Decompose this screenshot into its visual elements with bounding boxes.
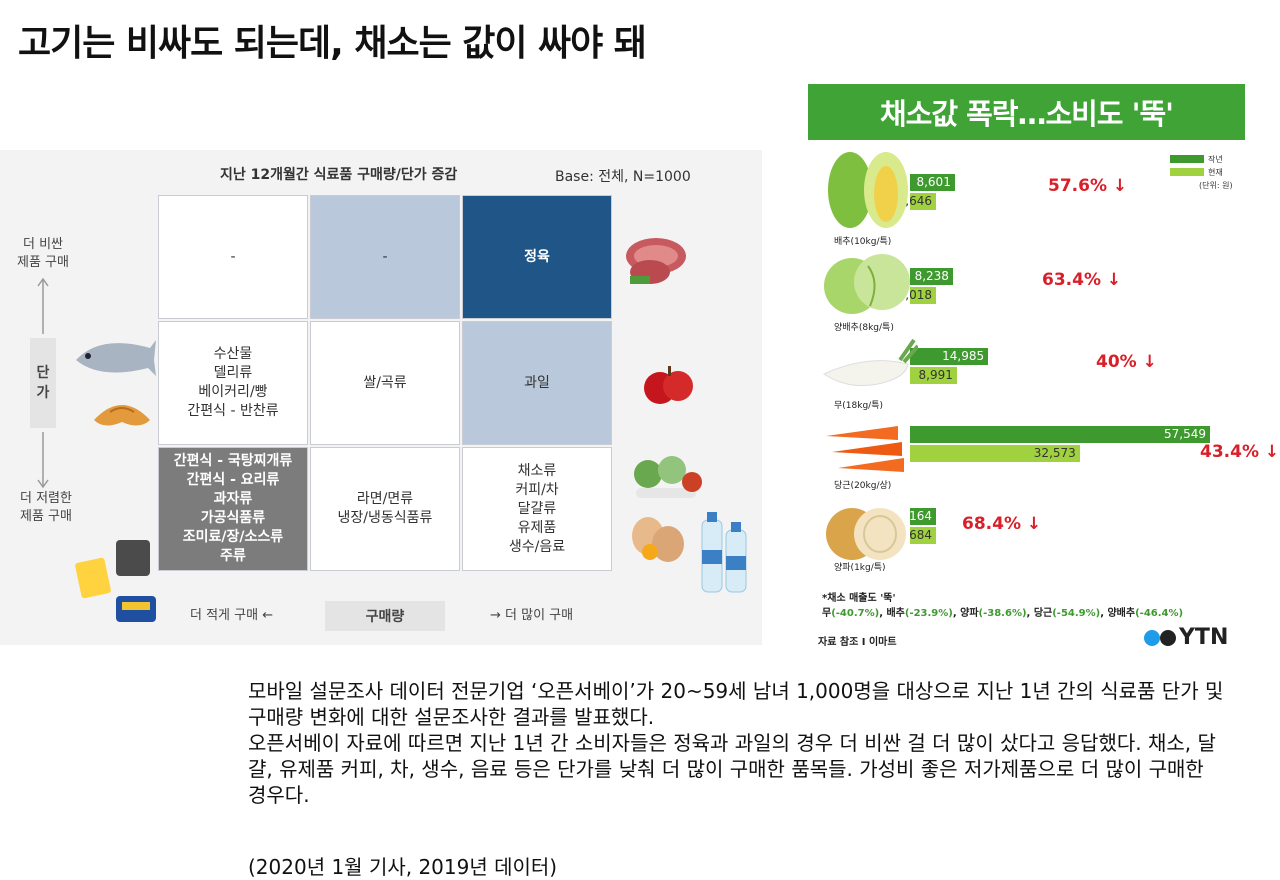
- y-axis-top-label: 더 비싼 제품 구매: [17, 237, 69, 270]
- radish-illustration: [822, 338, 918, 387]
- matrix-base-note: Base: 전체, N=1000: [555, 169, 691, 185]
- matrix-title: 지난 12개월간 식료품 구매량/단가 증감: [220, 167, 458, 183]
- sales-detail-name: 양배추: [1107, 608, 1136, 619]
- cabbage-illustration: [828, 152, 908, 228]
- meat-illustration: [626, 238, 686, 284]
- x-axis-right-label: → 더 많이 구매: [490, 608, 574, 623]
- matrix-cell: 라면/면류 냉장/냉동식품류: [310, 447, 460, 571]
- bar-value-current: 32,573: [1033, 446, 1076, 460]
- bar-current: [910, 527, 936, 544]
- bar-value-current: 8,991: [918, 368, 953, 382]
- source-label: 자료 참조 I 이마트: [818, 637, 897, 648]
- sales-detail-name: 양파: [960, 608, 979, 619]
- bar-last-year: [910, 174, 955, 191]
- category-label: 무(18kg/특): [834, 401, 883, 411]
- eggs-illustration: [632, 517, 684, 562]
- bar-value-last-year: 8,601: [916, 175, 951, 189]
- bar-last-year: [910, 348, 989, 365]
- y-axis-down-arrow: [37, 432, 49, 489]
- bar-current: [910, 287, 936, 304]
- matrix-cell: 채소류 커피/차 달걀류 유제품 생수/음료: [462, 447, 612, 571]
- sales-detail-value: (-40.7%): [831, 608, 880, 619]
- sales-detail-value: (-38.6%): [978, 608, 1027, 619]
- slide-title: 고기는 비싸도 되는데, 채소는 값이 싸야 돼: [18, 23, 647, 64]
- article-footnote: (2020년 1월 기사, 2019년 데이터): [248, 855, 558, 879]
- unit-label: (단위: 원): [1199, 181, 1233, 190]
- water-bottles-illustration: [701, 512, 747, 593]
- category-label: 양파(1kg/특): [834, 563, 886, 573]
- ytn-chart-panel: 채소값 폭락…소비도 '뚝' 작년 현재 (단위: 원) 8,601 3,646 5…: [808, 84, 1279, 652]
- category-label: 배추(10kg/특): [834, 237, 892, 247]
- bar-last-year: [910, 508, 936, 525]
- vegetables-illustration: [634, 456, 702, 498]
- x-axis-label: 구매량: [325, 601, 445, 631]
- legend-label-last-year: 작년: [1208, 155, 1223, 164]
- bar-value-last-year: 14,985: [942, 349, 985, 363]
- price-change-label: 57.6% ↓: [1048, 176, 1128, 196]
- y-axis-up-arrow: [37, 277, 49, 334]
- article-body: 모바일 설문조사 데이터 전문기업 ‘오픈서베이’가 20~59세 남녀 1,0…: [248, 678, 1228, 808]
- bar-last-year: [910, 426, 1210, 443]
- croissant-illustration: [94, 405, 150, 426]
- legend-swatch-last-year: [1170, 155, 1204, 163]
- x-axis-left-label: 더 적게 구매 ←: [190, 608, 274, 623]
- bar-value-last-year: 57,549: [1164, 427, 1206, 441]
- y-axis-label-text: 단 가: [36, 365, 50, 401]
- price-change-label: 40% ↓: [1096, 352, 1157, 372]
- article-paragraph-1: 모바일 설문조사 데이터 전문기업 ‘오픈서베이’가 20~59세 남녀 1,0…: [248, 679, 1224, 729]
- price-change-label: 43.4% ↓: [1200, 442, 1280, 462]
- category-label: 당근(20kg/상): [834, 481, 892, 491]
- sales-detail-value: (-54.9%): [1052, 608, 1101, 619]
- sales-detail-value: (-46.4%): [1135, 608, 1184, 619]
- price-change-label: 63.4% ↓: [1042, 270, 1122, 290]
- ytn-logo-icon: [1144, 629, 1176, 646]
- purchase-matrix-panel: 지난 12개월간 식료품 구매량/단가 증감 Base: 전체, N=1000 …: [0, 150, 762, 645]
- bar-value-last-year: 2,164: [897, 509, 932, 523]
- sales-detail-name: 무: [822, 608, 832, 619]
- bar-current: [910, 193, 936, 210]
- sales-detail: 무(-40.7%), 배추(-23.9%), 양파(-38.6%), 당근(-5…: [822, 608, 1184, 619]
- bar-value-last-year: 8,238: [914, 269, 949, 283]
- matrix-cell: -: [158, 195, 308, 319]
- bar-last-year: [910, 268, 953, 285]
- onion-illustration: [826, 508, 906, 560]
- matrix-cell: 정육: [462, 195, 612, 319]
- bar-current: [910, 367, 957, 384]
- legend-label-current: 현재: [1208, 168, 1223, 177]
- category-label: 양배추(8kg/특): [834, 323, 894, 333]
- y-axis-label: 단 가: [30, 338, 56, 428]
- sales-detail-name: 배추: [886, 608, 905, 619]
- carrot-illustration: [826, 426, 904, 472]
- y-axis-bottom-label: 더 저렴한 제품 구매: [20, 491, 72, 524]
- packaged-food-illustration: [75, 540, 156, 622]
- matrix-cell: 수산물 델리류 베이커리/빵 간편식 - 반찬류: [158, 321, 308, 445]
- matrix-cell: 간편식 - 국탕찌개류 간편식 - 요리류 과자류 가공식품류 조미료/장/소스…: [158, 447, 308, 571]
- bar-current: [910, 445, 1080, 462]
- ytn-logo: YTN: [1143, 625, 1228, 650]
- price-change-label: 68.4% ↓: [962, 514, 1042, 534]
- matrix-cell: -: [310, 195, 460, 319]
- matrix-cell: 과일: [462, 321, 612, 445]
- bar-value-current: 684: [909, 528, 932, 542]
- legend-swatch-current: [1170, 168, 1204, 176]
- sales-detail-name: 당근: [1033, 608, 1053, 619]
- cabbage-head-illustration: [824, 254, 910, 314]
- ytn-chart-title: 채소값 폭락…소비도 '뚝': [808, 84, 1245, 140]
- sales-note: *채소 매출도 '뚝': [822, 593, 896, 604]
- article-paragraph-2: 오픈서베이 자료에 따르면 지난 1년 간 소비자들은 정육과 과일의 경우 더…: [248, 731, 1216, 807]
- sales-detail-value: (-23.9%): [904, 608, 953, 619]
- ytn-logo-text: YTN: [1179, 625, 1229, 650]
- matrix-cell: 쌀/곡류: [310, 321, 460, 445]
- fish-illustration: [76, 340, 156, 376]
- apple-illustration: [644, 366, 693, 404]
